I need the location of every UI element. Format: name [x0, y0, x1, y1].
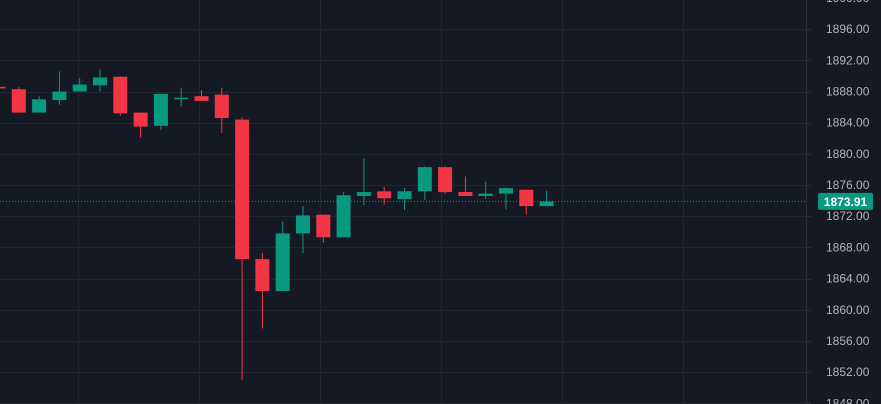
candle-body [356, 192, 371, 196]
price-tick-label: 1900.00 [826, 0, 870, 5]
candle[interactable] [539, 190, 554, 207]
candle[interactable] [478, 181, 493, 200]
candle[interactable] [275, 221, 290, 292]
candle-body [438, 167, 453, 193]
candle[interactable] [72, 78, 87, 92]
candle[interactable] [336, 192, 351, 238]
candle[interactable] [52, 71, 67, 105]
candle-body [153, 93, 168, 126]
candle[interactable] [397, 188, 412, 211]
candle-body [458, 192, 473, 196]
candle-body [377, 191, 392, 199]
price-tick-label: 1888.00 [826, 85, 870, 99]
candle[interactable] [316, 214, 331, 243]
price-axis[interactable]: 1848.00 1852.00 1856.00 1860.00 1864.00 1868.… [806, 0, 881, 404]
candle-body [72, 84, 87, 92]
price-tick-label: 1872.00 [826, 209, 870, 223]
candle-body [235, 119, 250, 260]
candle-body [397, 191, 412, 200]
candle-body [336, 195, 351, 238]
price-tick-label: 1856.00 [826, 334, 870, 348]
candle-body [0, 86, 6, 89]
candle[interactable] [255, 252, 270, 329]
candle-body [93, 77, 107, 86]
candle-body [539, 201, 554, 207]
candle-body [417, 167, 432, 192]
price-tick-label: 1868.00 [826, 240, 870, 254]
candle-body [194, 96, 209, 101]
last-price-badge-background [818, 192, 873, 210]
candle[interactable] [194, 89, 209, 101]
candle[interactable] [32, 96, 47, 113]
candle-body [519, 189, 534, 207]
candle[interactable] [153, 93, 168, 130]
price-axis-ticks: 1848.00 1852.00 1856.00 1860.00 1864.00 1868.… [806, 0, 870, 404]
candle-body [113, 76, 128, 114]
price-tick-label: 1852.00 [826, 365, 870, 379]
candle[interactable] [235, 117, 250, 380]
candle-body [32, 99, 47, 113]
candle[interactable] [11, 86, 26, 113]
grid-lines [0, 0, 806, 404]
candle[interactable] [417, 166, 432, 200]
candle-body [11, 89, 26, 113]
price-tick-label: 1864.00 [826, 272, 870, 286]
candle[interactable] [377, 186, 392, 205]
candle[interactable] [356, 158, 371, 206]
candle-body [275, 233, 290, 292]
candle[interactable] [214, 87, 229, 133]
candle[interactable] [519, 189, 534, 215]
candle-body [255, 259, 270, 292]
last-price-label: 1873.91 [824, 195, 868, 209]
candle[interactable] [438, 166, 453, 194]
price-tick-label: 1892.00 [826, 53, 870, 67]
price-tick-label: 1896.00 [826, 22, 870, 36]
candles[interactable] [0, 69, 554, 380]
candle-body [214, 94, 229, 119]
price-tick-label: 1880.00 [826, 147, 870, 161]
candle-body [133, 112, 148, 127]
price-tick-label: 1876.00 [826, 178, 870, 192]
candle-body [174, 97, 189, 100]
candle[interactable] [458, 176, 473, 196]
candle-body [316, 214, 331, 238]
price-tick-label: 1884.00 [826, 116, 870, 130]
last-price-badge: 1873.91 [818, 192, 873, 210]
candle[interactable] [174, 87, 189, 107]
candle[interactable] [113, 76, 128, 116]
price-tick-label: 1848.00 [826, 396, 870, 404]
candle[interactable] [93, 69, 107, 92]
candle[interactable] [0, 86, 6, 89]
candle-body [52, 91, 67, 101]
price-tick-label: 1860.00 [826, 303, 870, 317]
candle-body [499, 188, 513, 194]
candle-body [478, 193, 493, 196]
candle[interactable] [499, 187, 513, 210]
candle-body [296, 215, 310, 234]
candle[interactable] [296, 206, 310, 253]
candle[interactable] [133, 112, 148, 138]
